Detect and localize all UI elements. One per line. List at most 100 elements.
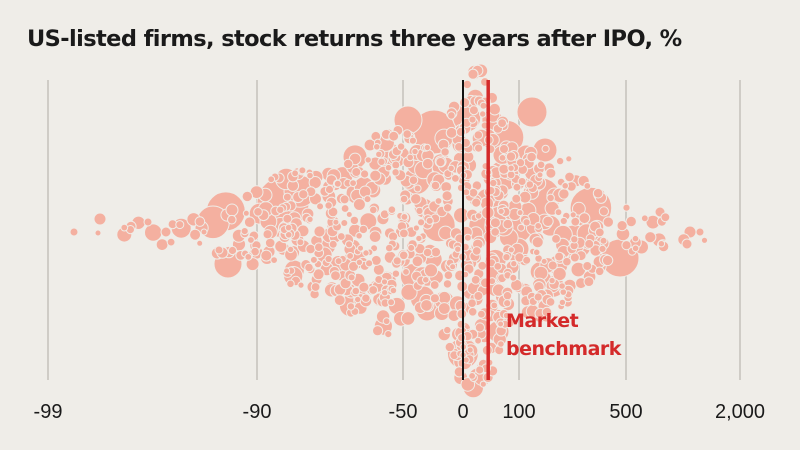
data-bubble <box>468 187 479 198</box>
data-bubble <box>313 225 326 238</box>
data-bubble <box>509 273 518 282</box>
data-bubble <box>455 126 467 137</box>
data-bubble <box>569 252 580 263</box>
data-bubble <box>631 234 640 243</box>
data-bubble <box>551 234 561 244</box>
data-bubble <box>305 243 316 255</box>
data-bubble <box>562 256 572 267</box>
data-bubble <box>282 213 293 224</box>
data-bubble <box>411 147 419 156</box>
data-bubble <box>400 283 418 301</box>
x-tick-label: 0 <box>457 401 468 423</box>
data-bubble <box>328 239 338 249</box>
data-bubble <box>542 215 554 228</box>
data-bubble <box>558 188 570 200</box>
data-bubble <box>375 150 383 159</box>
data-bubble <box>644 231 657 244</box>
data-bubble <box>363 195 372 204</box>
data-bubble <box>594 266 605 277</box>
data-bubble <box>547 260 558 271</box>
data-bubble <box>449 263 457 271</box>
data-bubble <box>488 102 502 116</box>
data-bubble <box>298 166 307 175</box>
data-bubble <box>440 147 450 157</box>
x-tick-label: -90 <box>243 401 272 423</box>
data-bubble <box>546 193 555 203</box>
data-bubble <box>160 226 172 238</box>
data-bubble <box>175 220 185 230</box>
data-bubble <box>425 216 434 225</box>
data-bubble <box>391 269 401 278</box>
data-bubble <box>364 156 372 164</box>
data-bubble <box>399 228 409 239</box>
data-bubble <box>365 259 374 268</box>
x-tick-label: 100 <box>502 401 535 423</box>
data-bubble <box>631 244 640 253</box>
data-bubble <box>477 309 486 319</box>
data-bubble <box>369 169 382 182</box>
x-axis-ticks: -99 -90 -50 0 100 500 2,000 <box>34 401 765 423</box>
data-bubble <box>468 115 477 124</box>
data-bubble <box>345 240 354 249</box>
data-bubble <box>442 279 453 289</box>
data-bubble <box>420 299 433 312</box>
data-bubble <box>332 218 340 226</box>
data-bubble <box>408 175 419 185</box>
data-bubble <box>516 96 548 128</box>
data-bubble <box>296 238 305 247</box>
data-bubble <box>324 201 333 210</box>
data-bubble <box>392 256 402 266</box>
data-bubble <box>532 248 541 257</box>
data-bubble <box>297 281 305 289</box>
data-bubble <box>545 167 557 179</box>
data-bubble <box>368 230 382 243</box>
data-bubble <box>463 233 472 242</box>
data-bubble <box>435 157 446 168</box>
data-bubble <box>592 187 604 199</box>
data-bubble <box>443 203 453 213</box>
data-bubble <box>291 169 300 178</box>
data-bubble <box>402 129 413 139</box>
data-bubble <box>479 380 487 388</box>
data-bubble <box>522 218 531 227</box>
data-bubble <box>283 267 291 275</box>
bubbles <box>69 63 709 399</box>
data-bubble <box>490 227 501 237</box>
data-bubble <box>368 285 379 295</box>
data-bubble <box>243 216 256 228</box>
data-bubble <box>430 246 442 258</box>
data-bubble <box>474 212 483 220</box>
data-bubble <box>499 144 509 154</box>
data-bubble <box>536 171 544 179</box>
data-bubble <box>558 282 566 290</box>
data-bubble <box>490 301 499 310</box>
data-bubble <box>387 205 397 214</box>
data-bubble <box>489 178 498 188</box>
data-bubble <box>422 247 433 258</box>
data-bubble <box>144 223 163 242</box>
data-bubble <box>385 243 394 253</box>
data-bubble <box>506 170 516 180</box>
data-bubble <box>468 105 479 116</box>
data-bubble <box>552 266 567 282</box>
data-bubble <box>470 275 481 285</box>
data-bubble <box>453 366 465 378</box>
chart-title: US-listed firms, stock returns three yea… <box>27 26 682 52</box>
data-bubble <box>348 260 359 272</box>
data-bubble <box>309 255 318 264</box>
data-bubble <box>284 231 293 239</box>
data-bubble <box>466 346 474 354</box>
data-bubble <box>507 246 515 254</box>
x-tick-label: -99 <box>34 401 63 423</box>
data-bubble <box>511 193 522 204</box>
data-bubble <box>559 216 568 226</box>
data-bubble <box>360 169 370 179</box>
data-bubble <box>526 151 537 163</box>
data-bubble <box>227 245 238 256</box>
data-bubble <box>384 330 393 339</box>
data-bubble <box>410 193 422 205</box>
data-bubble <box>474 336 483 345</box>
data-bubble <box>330 270 341 282</box>
data-bubble <box>695 227 705 237</box>
data-bubble <box>382 317 391 326</box>
